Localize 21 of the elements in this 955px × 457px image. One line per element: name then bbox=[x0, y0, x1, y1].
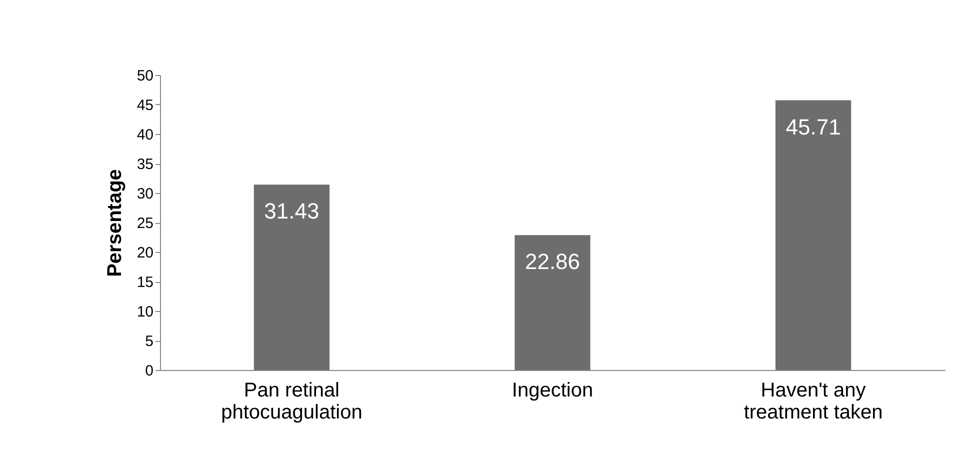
x-tick-label: Ingection bbox=[512, 380, 594, 402]
y-tick-label: 15 bbox=[136, 274, 154, 291]
y-tick-label: 20 bbox=[136, 244, 154, 262]
y-tick-label: 50 bbox=[136, 68, 154, 84]
y-tick-label: 35 bbox=[136, 156, 154, 173]
x-tick-label: Haven't any treatment taken bbox=[744, 380, 883, 424]
bar bbox=[514, 235, 590, 370]
x-tick-label: Pan retinal phtocuagulation bbox=[221, 380, 362, 424]
y-tick-label: 10 bbox=[136, 304, 154, 320]
y-axis-title: Persentage bbox=[104, 169, 126, 277]
y-tick-label: 45 bbox=[136, 97, 154, 114]
y-tick-label: 5 bbox=[145, 333, 154, 350]
bar bbox=[775, 100, 852, 370]
y-tick-label: 40 bbox=[136, 126, 154, 144]
y-tick-label: 0 bbox=[145, 362, 154, 380]
data-label: 45.71 bbox=[786, 114, 841, 140]
bar bbox=[254, 184, 330, 370]
data-label: 22.86 bbox=[524, 249, 580, 274]
data-label: 31.43 bbox=[264, 198, 320, 224]
y-tick-label: 25 bbox=[136, 215, 154, 232]
y-tick-label: 30 bbox=[136, 186, 154, 202]
